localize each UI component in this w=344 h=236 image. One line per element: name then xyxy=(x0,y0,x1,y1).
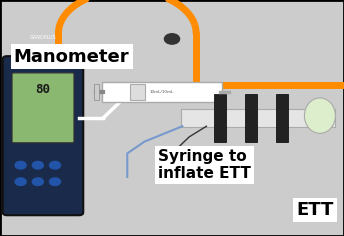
Text: 10mL/10mL: 10mL/10mL xyxy=(150,90,174,94)
Circle shape xyxy=(15,161,26,169)
Text: ETT: ETT xyxy=(296,201,334,219)
Text: GANOPLUS: GANOPLUS xyxy=(30,35,56,40)
FancyBboxPatch shape xyxy=(102,82,222,102)
Circle shape xyxy=(164,34,180,44)
Circle shape xyxy=(32,161,43,169)
FancyBboxPatch shape xyxy=(214,94,226,142)
Text: Syringe to
inflate ETT: Syringe to inflate ETT xyxy=(158,149,251,181)
Text: 80: 80 xyxy=(35,83,51,96)
Circle shape xyxy=(32,178,43,185)
FancyBboxPatch shape xyxy=(245,94,257,142)
Circle shape xyxy=(50,161,61,169)
Ellipse shape xyxy=(304,98,335,133)
Circle shape xyxy=(50,178,61,185)
FancyBboxPatch shape xyxy=(181,109,335,127)
Circle shape xyxy=(15,178,26,185)
FancyBboxPatch shape xyxy=(12,73,74,143)
FancyBboxPatch shape xyxy=(94,84,99,100)
FancyBboxPatch shape xyxy=(130,84,145,100)
FancyBboxPatch shape xyxy=(276,94,288,142)
FancyBboxPatch shape xyxy=(3,56,83,215)
Text: Manometer: Manometer xyxy=(14,48,129,66)
